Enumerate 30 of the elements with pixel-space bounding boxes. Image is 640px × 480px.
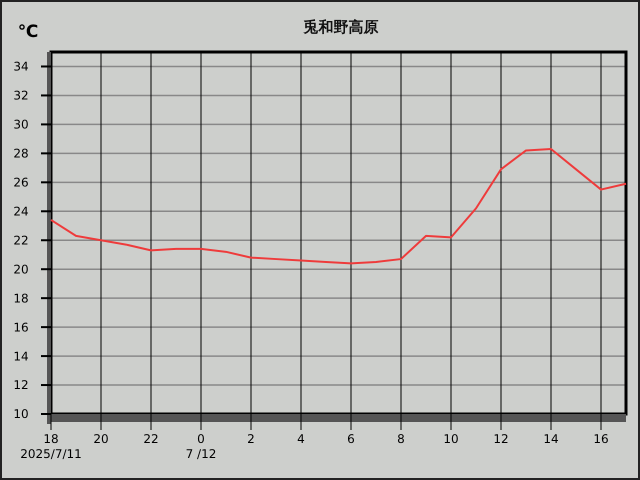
y-tick-label: 18: [13, 291, 29, 306]
x-tick-label: 12: [493, 432, 509, 446]
y-tick-label: 28: [13, 146, 29, 161]
x-tick-label: 14: [543, 432, 559, 446]
x-tick-label: 22: [143, 432, 159, 446]
y-tick-label: 20: [13, 262, 29, 276]
y-tick-label: 22: [13, 233, 29, 248]
x-tick-label: 2: [247, 432, 255, 446]
y-tick-label: 16: [13, 320, 29, 334]
x-tick-label: 16: [593, 432, 609, 446]
x-tick-label: 10: [443, 432, 459, 446]
y-tick-label: 12: [13, 378, 29, 392]
x-tick-label: 4: [297, 432, 305, 446]
x-tick-label: 18: [43, 432, 59, 446]
line-series: [50, 148, 627, 264]
y-tick-label: 30: [13, 118, 29, 132]
y-tick-label: 32: [13, 88, 29, 103]
y-tick-label: 34: [13, 60, 29, 74]
x-tick-label: 6: [347, 432, 355, 446]
text: 7 /12: [186, 447, 216, 461]
text: 2025/7/11: [20, 447, 82, 461]
x-tick-label: 20: [93, 432, 109, 446]
chart-title: 兎和野高原: [302, 18, 378, 36]
y-tick-label: 14: [13, 349, 29, 364]
y-tick-label: 10: [13, 407, 29, 422]
y-tick-label: 26: [13, 176, 29, 190]
x-tick-label: 8: [397, 432, 405, 446]
x-tick-label: 0: [197, 432, 205, 446]
y-axis-title: ℃: [18, 22, 38, 42]
y-tick-label: 24: [13, 204, 29, 218]
